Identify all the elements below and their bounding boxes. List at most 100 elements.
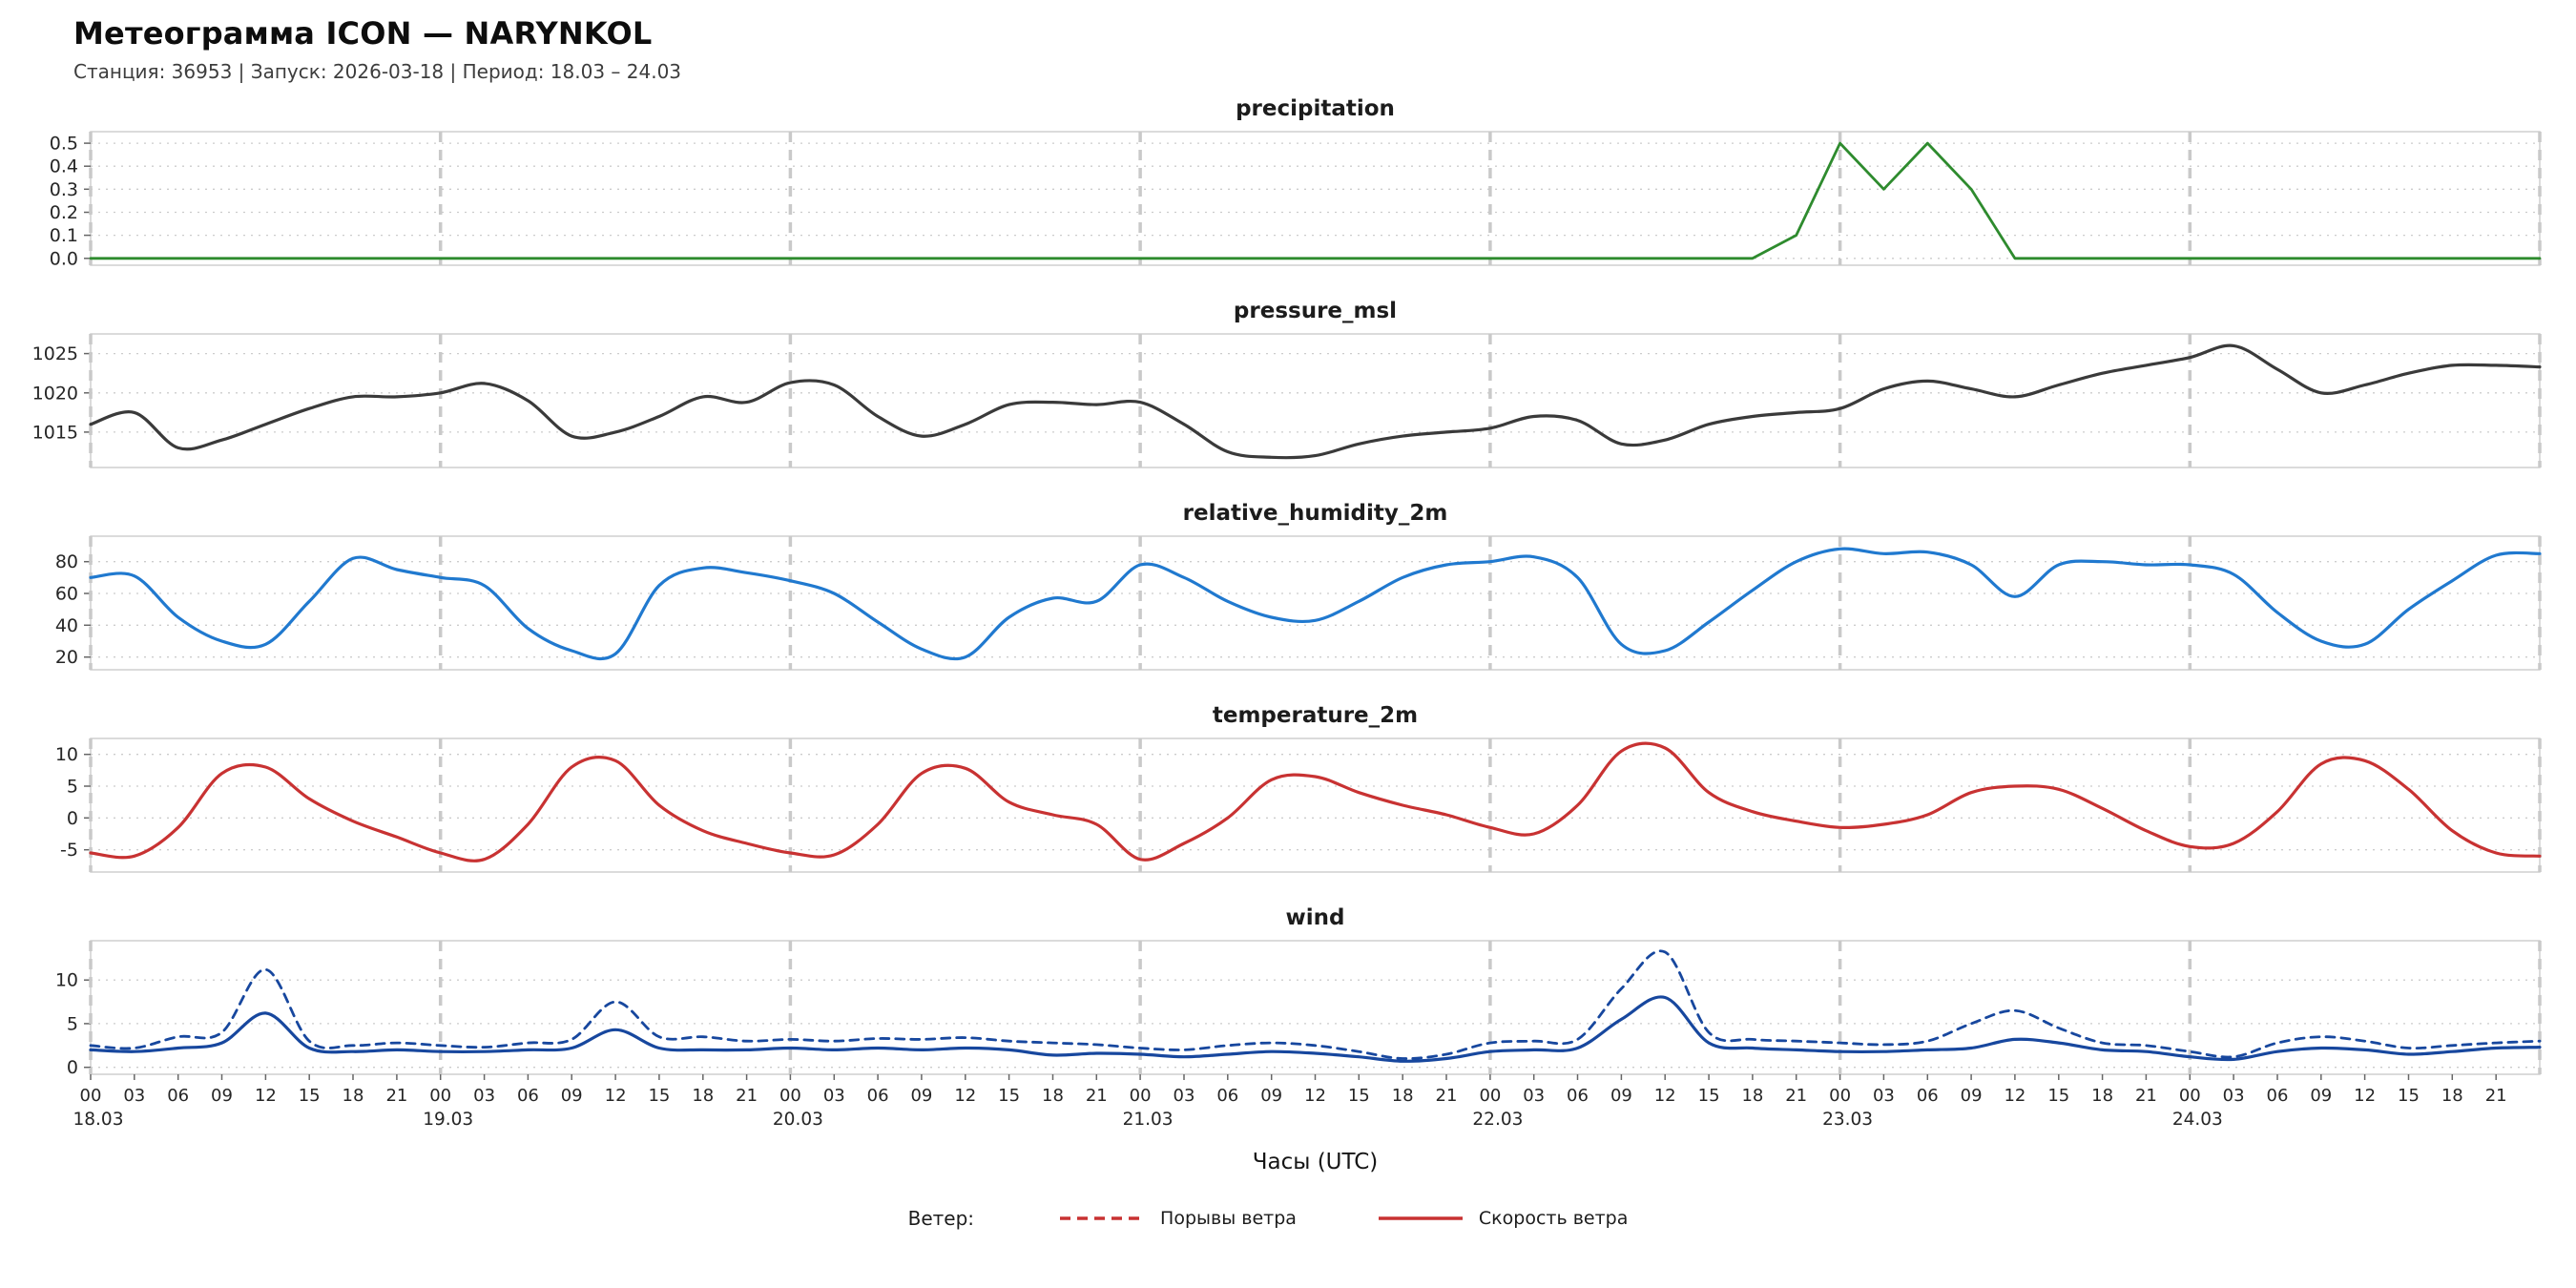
svg-text:10: 10 — [55, 970, 78, 991]
hour-tick-label: 21 — [2135, 1086, 2157, 1106]
hour-tick-label: 21 — [1086, 1086, 1108, 1106]
hour-tick-label: 03 — [1873, 1086, 1895, 1106]
hour-tick-label: 06 — [1567, 1086, 1589, 1106]
chart-pressure-msl: pressure_msl 1015 1020 1025 — [0, 299, 2576, 472]
svg-text:1020: 1020 — [32, 383, 78, 404]
svg-text:0: 0 — [67, 1057, 78, 1078]
hour-tick-label: 03 — [2223, 1086, 2245, 1106]
chart-temperature: temperature_2m -5 0 5 10 — [0, 703, 2576, 877]
svg-text:0: 0 — [67, 808, 78, 829]
hour-tick-label: 12 — [605, 1086, 627, 1106]
hour-tick-label: 15 — [2047, 1086, 2069, 1106]
hour-tick-label: 12 — [1304, 1086, 1326, 1106]
day-tick-label: 24.03 — [2172, 1110, 2223, 1130]
hour-tick-label: 00 — [80, 1086, 102, 1106]
svg-text:1015: 1015 — [32, 422, 78, 443]
relative-humidity-plot: 20 40 60 80 — [55, 535, 2542, 671]
hour-tick-label: 12 — [954, 1086, 976, 1106]
svg-text:5: 5 — [67, 1013, 78, 1034]
gusts-dashed-line-sample — [1060, 1216, 1145, 1220]
hour-tick-label: 15 — [299, 1086, 321, 1106]
wind-plot: 0 5 10 00 03 06 09 12 15 18 21 18.03 00 03 06 09 12 15 18 2… — [55, 940, 2542, 1130]
svg-text:20: 20 — [55, 647, 78, 668]
legend-item-gusts: Порывы ветра — [1058, 1208, 1297, 1229]
hour-tick-label: 12 — [1654, 1086, 1676, 1106]
hour-tick-label: 00 — [429, 1086, 451, 1106]
svg-text:0.4: 0.4 — [50, 156, 78, 177]
hour-tick-label: 09 — [211, 1086, 233, 1106]
hour-tick-label: 18 — [2441, 1086, 2463, 1106]
hour-tick-label: 06 — [517, 1086, 539, 1106]
hour-tick-label: 03 — [1174, 1086, 1195, 1106]
chart-title-temperature: temperature_2m — [1212, 703, 1419, 728]
hour-tick-label: 03 — [473, 1086, 495, 1106]
wind_gusts-line — [89, 949, 2542, 1060]
hour-tick-label: 00 — [1479, 1086, 1501, 1106]
hour-tick-label: 00 — [1130, 1086, 1152, 1106]
chart-title-wind: wind — [1285, 905, 1345, 930]
legend-label-speed: Скорость ветра — [1478, 1208, 1629, 1229]
svg-text:0.3: 0.3 — [50, 179, 78, 200]
hour-tick-label: 09 — [1260, 1086, 1282, 1106]
precipitation-plot: 0.00.10.20.30.40.5 — [50, 131, 2542, 269]
x-axis-label: Часы (UTC) — [1252, 1150, 1379, 1174]
hour-tick-label: 06 — [867, 1086, 889, 1106]
meteogram-page: Метеограмма ICON — NARYNKOL Станция: 369… — [0, 0, 2576, 1230]
hour-tick-label: 15 — [2398, 1086, 2420, 1106]
hour-tick-label: 21 — [2485, 1086, 2507, 1106]
hour-tick-label: 21 — [385, 1086, 407, 1106]
hour-tick-label: 06 — [1917, 1086, 1939, 1106]
svg-text:80: 80 — [55, 551, 78, 572]
hour-tick-label: 09 — [910, 1086, 932, 1106]
hour-tick-label: 06 — [1216, 1086, 1238, 1106]
hour-tick-label: 00 — [1829, 1086, 1851, 1106]
chart-title-relative-humidity: relative_humidity_2m — [1182, 501, 1448, 526]
speed-solid-line-sample — [1378, 1216, 1463, 1220]
page-subtitle: Станция: 36953 | Запуск: 2026-03-18 | Пе… — [73, 60, 682, 83]
svg-text:10: 10 — [55, 744, 78, 765]
chart-title-precipitation: precipitation — [1236, 96, 1395, 121]
hour-tick-label: 18 — [1392, 1086, 1414, 1106]
svg-text:1025: 1025 — [32, 343, 78, 364]
hour-tick-label: 03 — [1523, 1086, 1545, 1106]
precipitation-line — [89, 141, 2542, 260]
day-tick-label: 23.03 — [1822, 1110, 1873, 1130]
hour-tick-label: 06 — [2267, 1086, 2289, 1106]
svg-text:0.1: 0.1 — [50, 225, 78, 246]
pressure_msl-line — [89, 343, 2542, 460]
hour-tick-label: 09 — [2310, 1086, 2332, 1106]
svg-text:0.5: 0.5 — [50, 134, 78, 155]
chart-title-pressure-msl: pressure_msl — [1233, 299, 1398, 323]
hour-tick-label: 21 — [736, 1086, 758, 1106]
day-tick-label: 21.03 — [1123, 1110, 1174, 1130]
hour-tick-label: 15 — [648, 1086, 670, 1106]
hour-tick-label: 09 — [1610, 1086, 1632, 1106]
hour-tick-label: 03 — [123, 1086, 145, 1106]
hour-tick-label: 00 — [779, 1086, 801, 1106]
day-tick-label: 20.03 — [773, 1110, 823, 1130]
hour-tick-label: 18 — [692, 1086, 714, 1106]
hour-tick-label: 09 — [561, 1086, 583, 1106]
chart-precipitation: precipitation 0.0 0.1 0.2 0.3 0.4 0.5 — [0, 96, 2576, 270]
hour-tick-label: 12 — [2004, 1086, 2025, 1106]
chart-relative-humidity: relative_humidity_2m 20 40 60 80 — [0, 501, 2576, 675]
hour-tick-label: 06 — [167, 1086, 189, 1106]
svg-text:-5: -5 — [60, 840, 78, 861]
day-tick-label: 19.03 — [423, 1110, 473, 1130]
hour-tick-label: 21 — [1436, 1086, 1458, 1106]
hour-tick-label: 12 — [2354, 1086, 2376, 1106]
svg-text:0.0: 0.0 — [50, 248, 78, 269]
svg-text:0.2: 0.2 — [50, 202, 78, 223]
chart-wind: wind 0 5 10 00 03 06 09 12 15 18 21 18.03 00 03 06 09 12… — [0, 905, 2576, 1144]
temperature-plot: -5 0 5 10 — [55, 737, 2542, 873]
svg-text:5: 5 — [67, 777, 78, 798]
temperature_2m-line — [89, 741, 2542, 862]
pressure-msl-plot: 1015 1020 1025 — [32, 333, 2542, 468]
svg-text:40: 40 — [55, 615, 78, 636]
relative_humidity_2m-line — [89, 547, 2542, 661]
hour-tick-label: 12 — [255, 1086, 277, 1106]
hour-tick-label: 18 — [1042, 1086, 1064, 1106]
header: Метеограмма ICON — NARYNKOL Станция: 369… — [0, 0, 2576, 83]
hour-tick-label: 18 — [1741, 1086, 1763, 1106]
hour-tick-label: 09 — [1961, 1086, 1983, 1106]
